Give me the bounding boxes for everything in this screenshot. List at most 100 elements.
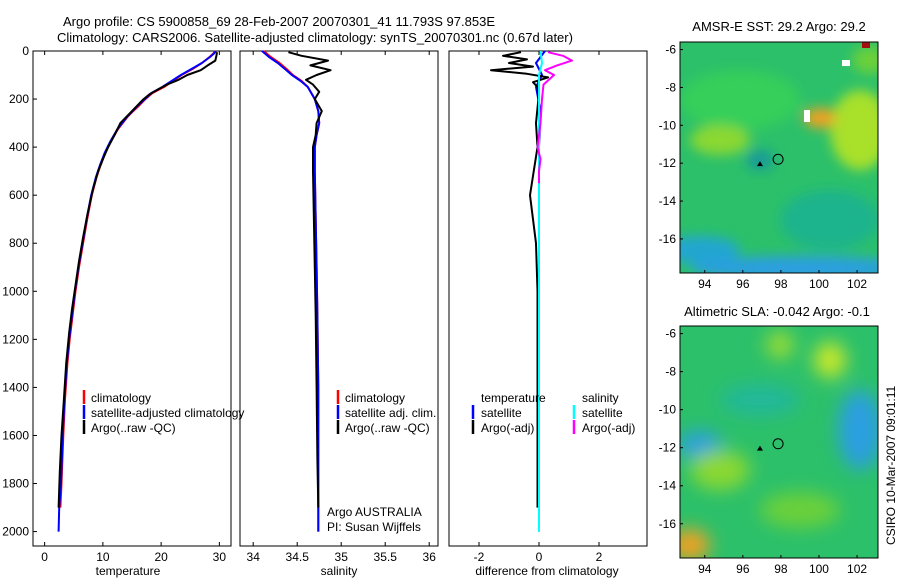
sla-map-ticks: 94 96 98 100 102 -6 -8 -10 -12 -14 -16 <box>659 327 868 576</box>
y-tick-label: 0 <box>22 44 29 58</box>
y-tick-label: 800 <box>9 236 29 250</box>
map-x-tick-label: 98 <box>774 562 788 576</box>
map-y-tick-label: -10 <box>659 118 677 132</box>
map-y-tick-label: -14 <box>659 194 677 208</box>
map-x-tick-label: 96 <box>736 562 750 576</box>
series-line-satellite-adjusted-climatology <box>57 50 217 532</box>
sla-map-title: Altimetric SLA: -0.042 Argo: -0.1 <box>684 304 870 319</box>
salinity-axis-ticks: 34 34.5 35 35.5 36 <box>247 51 437 564</box>
map-y-tick-label: -14 <box>659 479 677 493</box>
map-x-tick-label: 96 <box>736 277 750 291</box>
x-tick-label: 36 <box>423 550 437 564</box>
x-tick-label: 0 <box>536 550 543 564</box>
x-tick-label: -2 <box>474 550 485 564</box>
x-tick-label: 35.5 <box>374 550 398 564</box>
map-x-tick-label: 100 <box>809 562 829 576</box>
legend-label-satellite: satellite-adjusted climatology <box>91 406 244 420</box>
map-x-tick-label: 102 <box>847 562 867 576</box>
x-tick-label: 30 <box>213 550 227 564</box>
map-y-tick-label: -8 <box>665 365 676 379</box>
sst-map-ticks: 94 96 98 100 102 -6 -8 -10 -12 -14 -16 <box>659 43 868 291</box>
annotation-pi-name: PI: Susan Wijffels <box>327 520 421 534</box>
legend-label-sal-argo: Argo(-adj) <box>582 421 635 435</box>
temperature-axes-frame <box>32 50 232 547</box>
x-tick-label: 2 <box>596 550 603 564</box>
x-tick-label: 0 <box>41 550 48 564</box>
series-line-argo-raw-qc- <box>57 52 218 508</box>
temperature-axis-ticks: 0 10 20 30 <box>41 51 226 564</box>
legend-label-climatology: climatology <box>91 391 151 405</box>
y-tick-label: 400 <box>9 140 29 154</box>
y-tick-label: 1200 <box>2 332 29 346</box>
sla-map-frame <box>679 325 879 559</box>
profile-location-circle <box>772 438 784 450</box>
salinity-lines <box>261 50 332 532</box>
series-line-salinity-argo-adj- <box>536 51 573 184</box>
figure-title-line-1: Argo profile: CS 5900858_69 28-Feb-2007 … <box>63 14 495 29</box>
salinity-axis-label: salinity <box>321 564 358 578</box>
map-y-tick-label: -12 <box>659 156 677 170</box>
salinity-legend: climatology satellite adj. clim. Argo(..… <box>327 390 436 534</box>
series-line-satellite-adj-clim- <box>261 50 321 532</box>
difference-axes-frame <box>448 50 648 547</box>
sst-heatmap <box>680 42 878 273</box>
sla-map-panel: Altimetric SLA: -0.042 Argo: -0.1 94 96 98… <box>659 304 879 576</box>
legend-label-argo: Argo(..raw -QC) <box>91 421 176 435</box>
temperature-lines <box>57 50 218 532</box>
salinity-panel: 34 34.5 35 35.5 36 salinity climatology sate… <box>239 50 439 578</box>
map-y-tick-label: -6 <box>665 43 676 57</box>
profile-location-circle <box>772 153 784 165</box>
map-y-tick-label: -6 <box>665 327 676 341</box>
y-tick-label: 600 <box>9 188 29 202</box>
map-x-tick-label: 102 <box>847 277 867 291</box>
depth-axis-ticks: 0 200 400 600 800 1000 1200 1400 1600 1800 2000 <box>2 44 37 539</box>
sla-heatmap <box>680 326 878 558</box>
timestamp-stamp: CSIRO 10-Mar-2007 09:01:11 <box>884 385 898 545</box>
legend-label-temp-satellite: satellite <box>481 406 522 420</box>
map-y-tick-label: -16 <box>659 517 677 531</box>
series-line-argo-raw-qc- <box>288 51 332 508</box>
map-x-tick-label: 100 <box>809 277 829 291</box>
temperature-panel: 0 200 400 600 800 1000 1200 1400 1600 1800 2000 0 1… <box>2 44 244 578</box>
sst-map-panel: AMSR-E SST: 29.2 Argo: 29.2 94 96 98 100 102… <box>659 19 879 291</box>
map-y-tick-label: -10 <box>659 403 677 417</box>
sst-map-frame <box>679 41 879 274</box>
legend-label-sal-satellite: satellite <box>582 406 623 420</box>
series-line-climatology <box>263 50 321 532</box>
y-tick-label: 2000 <box>2 525 29 539</box>
float-marker-triangle <box>756 161 763 167</box>
x-tick-label: 10 <box>96 550 110 564</box>
legend-title-temperature: temperature <box>481 391 546 405</box>
map-y-tick-label: -12 <box>659 441 677 455</box>
legend-label-argo: Argo(..raw -QC) <box>345 421 430 435</box>
legend-label-temp-argo: Argo(-adj) <box>481 421 534 435</box>
temperature-legend: climatology satellite-adjusted climatolo… <box>82 390 244 435</box>
x-tick-label: 35 <box>335 550 349 564</box>
legend-label-climatology: climatology <box>345 391 405 405</box>
y-tick-label: 1600 <box>2 428 29 442</box>
float-marker-triangle <box>756 445 763 451</box>
y-tick-label: 200 <box>9 92 29 106</box>
difference-axis-ticks: -2 0 2 <box>474 51 603 564</box>
map-x-tick-label: 94 <box>698 277 712 291</box>
difference-lines <box>490 50 573 532</box>
map-y-tick-label: -16 <box>659 232 677 246</box>
y-tick-label: 1400 <box>2 380 29 394</box>
difference-panel: -2 0 2 difference from climatology tempera… <box>448 50 648 578</box>
x-tick-label: 34.5 <box>286 550 310 564</box>
sla-map-markers <box>756 438 784 451</box>
difference-axis-label: difference from climatology <box>475 564 618 578</box>
sst-map-markers <box>756 153 784 167</box>
y-tick-label: 1800 <box>2 477 29 491</box>
salinity-axes-frame <box>239 50 439 547</box>
y-tick-label: 1000 <box>2 284 29 298</box>
map-x-tick-label: 94 <box>698 562 712 576</box>
figure-title-line-2: Climatology: CARS2006. Satellite-adjuste… <box>57 30 573 45</box>
annotation-argo-country: Argo AUSTRALIA <box>327 505 422 519</box>
temperature-axis-label: temperature <box>96 564 161 578</box>
legend-title-salinity: salinity <box>582 391 619 405</box>
legend-label-satellite: satellite adj. clim. <box>345 406 436 420</box>
x-tick-label: 34 <box>247 550 261 564</box>
series-line-climatology <box>59 50 216 508</box>
